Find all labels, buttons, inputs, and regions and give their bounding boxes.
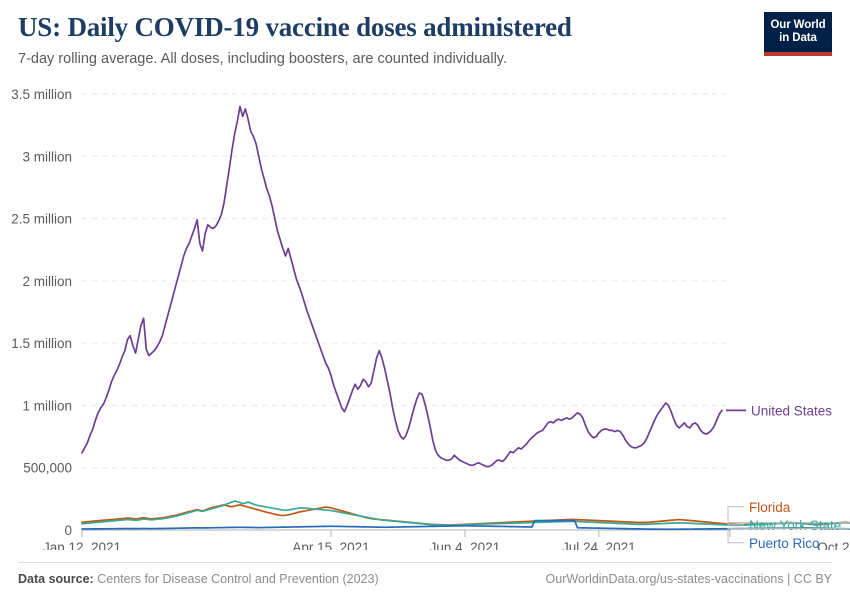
- chart-footer: Data source: Centers for Disease Control…: [18, 562, 832, 586]
- x-tick-label: Oct 28, 2021: [817, 540, 850, 550]
- y-tick-label: 3.5 million: [11, 87, 72, 102]
- legend-connector: [727, 522, 850, 526]
- y-tick-label: 1.5 million: [11, 336, 72, 351]
- y-tick-label: 0: [64, 523, 72, 538]
- y-tick-label: 2 million: [22, 274, 72, 289]
- owid-logo-line1: Our World: [770, 19, 826, 31]
- series-line-united-states[interactable]: [81, 105, 723, 468]
- y-tick-label: 2.5 million: [11, 212, 72, 227]
- attribution-link[interactable]: OurWorldinData.org/us-states-vaccination…: [545, 572, 832, 586]
- x-tick-label: Jan 12, 2021: [43, 540, 121, 550]
- gridlines-group: [82, 93, 728, 469]
- y-tick-label: 3 million: [22, 149, 72, 164]
- owid-logo[interactable]: Our World in Data: [764, 12, 832, 56]
- page-title: US: Daily COVID-19 vaccine doses adminis…: [18, 12, 572, 42]
- line-chart-svg: 0 500,000 1 million 1.5 million 2 million 2.5…: [11, 87, 850, 550]
- data-series-group[interactable]: [81, 105, 850, 531]
- series-line-florida[interactable]: [81, 503, 850, 526]
- plot-area: 0 500,000 1 million 1.5 million 2 million 2.5…: [0, 80, 850, 550]
- y-axis-tick-labels: 0 500,000 1 million 1.5 million 2 million 2.5…: [11, 87, 72, 538]
- chart-header: US: Daily COVID-19 vaccine doses adminis…: [18, 10, 832, 68]
- legend-connector: [727, 528, 850, 544]
- data-source-label: Data source:: [18, 572, 94, 586]
- data-source: Data source: Centers for Disease Control…: [18, 572, 379, 586]
- x-tick-label: Apr 15, 2021: [292, 540, 369, 550]
- chart-subtitle: 7-day rolling average. All doses, includ…: [18, 51, 507, 67]
- x-axis-tick-labels: Jan 12, 2021 Apr 15, 2021 Jun 4, 2021 Jul 2…: [43, 540, 850, 550]
- x-axis-group: [81, 529, 731, 537]
- legend-label-new-york-state[interactable]: New York State: [749, 518, 841, 533]
- y-tick-label: 1 million: [22, 398, 72, 413]
- owid-logo-line2: in Data: [779, 32, 817, 44]
- series-line-new-york-state[interactable]: [81, 500, 850, 527]
- legend-label-puerto-rico[interactable]: Puerto Rico: [749, 536, 820, 550]
- x-tick-label: Jul 24, 2021: [562, 540, 636, 550]
- series-line-puerto-rico[interactable]: [81, 519, 850, 531]
- series-legend-group[interactable]: United States Florida New York State Puerto…: [726, 403, 850, 550]
- legend-label-florida[interactable]: Florida: [749, 500, 791, 515]
- y-tick-label: 500,000: [23, 461, 72, 476]
- legend-label-united-states[interactable]: United States: [751, 403, 832, 418]
- data-source-value: Centers for Disease Control and Preventi…: [97, 572, 379, 586]
- x-tick-label: Jun 4, 2021: [430, 540, 501, 550]
